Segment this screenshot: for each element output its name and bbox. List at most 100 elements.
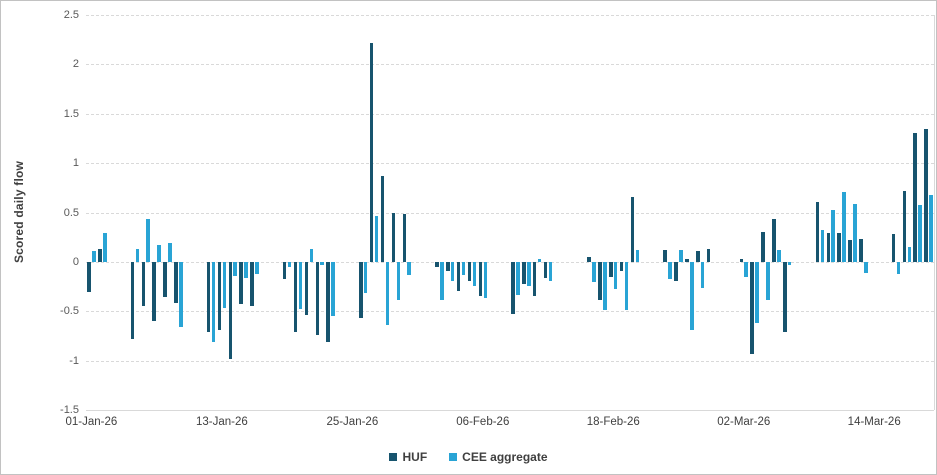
- bar-cee-01-Jan-26: [92, 251, 96, 262]
- bar-huf-03-Feb-26: [446, 261, 450, 271]
- bar-huf-12-Mar-26: [848, 240, 852, 262]
- bar-cee-09-Mar-26: [820, 230, 825, 262]
- bar-cee-02-Jan-26: [103, 233, 107, 262]
- bar-huf-22-Jan-26: [315, 261, 320, 335]
- bar-huf-16-Feb-26: [587, 256, 591, 262]
- x-tick-label: 13-Jan-26: [195, 416, 248, 428]
- bar-huf-19-Jan-26: [282, 261, 287, 279]
- bar-cee-13-Mar-26: [864, 261, 868, 273]
- bar-huf-18-Feb-26: [609, 261, 613, 277]
- bar-cee-07-Jan-26: [157, 245, 161, 262]
- y-tick-label: 1: [72, 157, 79, 170]
- bar-cee-06-Jan-26: [146, 219, 150, 262]
- bar-cee-17-Mar-26: [907, 247, 912, 262]
- bar-cee-25-Feb-26: [690, 261, 694, 330]
- bar-huf-03-Mar-26: [750, 261, 754, 354]
- bar-huf-09-Feb-26: [511, 261, 515, 315]
- gridline: [86, 163, 934, 165]
- bar-cee-14-Jan-26: [233, 261, 237, 276]
- bar-cee-17-Feb-26: [603, 261, 607, 311]
- bar-cee-16-Mar-26: [896, 261, 901, 274]
- bar-huf-24-Feb-26: [674, 261, 678, 281]
- bar-cee-04-Feb-26: [461, 261, 466, 275]
- bar-huf-09-Jan-26: [174, 261, 178, 304]
- gridline: [86, 360, 934, 362]
- bar-cee-19-Mar-26: [929, 194, 933, 262]
- bar-huf-17-Feb-26: [598, 261, 602, 301]
- bar-cee-20-Feb-26: [635, 250, 640, 262]
- bar-huf-10-Feb-26: [522, 261, 526, 284]
- bar-cee-24-Feb-26: [679, 250, 683, 262]
- legend-item-cee: CEE aggregate: [449, 450, 548, 464]
- bar-cee-26-Feb-26: [700, 261, 705, 288]
- bar-cee-18-Feb-26: [613, 261, 618, 289]
- y-tick-label: 1.5: [63, 107, 79, 120]
- x-tick-label: 14-Mar-26: [847, 416, 901, 428]
- bar-huf-02-Mar-26: [739, 258, 744, 262]
- bar-huf-26-Feb-26: [696, 251, 700, 262]
- bar-cee-19-Jan-26: [287, 261, 292, 267]
- bar-cee-15-Jan-26: [244, 261, 248, 278]
- x-tick-label: 01-Jan-26: [65, 416, 118, 428]
- bar-huf-14-Jan-26: [228, 261, 233, 359]
- bar-cee-10-Mar-26: [831, 209, 835, 262]
- bar-huf-10-Mar-26: [826, 233, 831, 262]
- bar-cee-19-Feb-26: [624, 261, 629, 311]
- bar-cee-27-Jan-26: [374, 216, 379, 262]
- bar-huf-02-Jan-26: [98, 249, 102, 262]
- bar-cee-03-Mar-26: [755, 261, 759, 324]
- legend-label-cee: CEE aggregate: [462, 450, 548, 464]
- y-tick-label: 2: [72, 58, 79, 71]
- gridline: [86, 64, 934, 66]
- bar-cee-06-Mar-26: [787, 261, 792, 265]
- bar-huf-06-Jan-26: [141, 261, 146, 307]
- y-tick-label: 0: [72, 255, 79, 268]
- bar-huf-20-Feb-26: [630, 196, 635, 262]
- bar-huf-06-Feb-26: [478, 261, 483, 297]
- gridline: [86, 410, 934, 411]
- bar-huf-05-Jan-26: [130, 261, 135, 339]
- huf-swatch-icon: [389, 453, 398, 461]
- bar-cee-30-Jan-26: [407, 261, 411, 275]
- bar-huf-04-Feb-26: [456, 261, 461, 291]
- bar-huf-13-Jan-26: [217, 261, 222, 330]
- bar-huf-07-Jan-26: [152, 261, 156, 322]
- bar-huf-19-Mar-26: [924, 128, 928, 262]
- legend-label-huf: HUF: [402, 450, 428, 464]
- cee-swatch-icon: [449, 453, 458, 461]
- plot-right-border: [934, 15, 935, 410]
- x-tick-label: 18-Feb-26: [586, 416, 640, 428]
- bar-huf-23-Feb-26: [663, 250, 667, 262]
- bar-huf-18-Mar-26: [913, 132, 917, 262]
- y-tick-label: -1.5: [60, 404, 79, 416]
- bar-cee-03-Feb-26: [450, 261, 455, 281]
- bar-huf-12-Jan-26: [206, 261, 211, 332]
- bar-huf-27-Jan-26: [369, 42, 374, 262]
- legend: HUF CEE aggregate: [1, 450, 936, 464]
- gridline: [86, 311, 934, 313]
- bar-cee-12-Feb-26: [548, 261, 553, 281]
- gridline: [86, 212, 934, 214]
- bar-huf-01-Jan-26: [87, 261, 91, 293]
- bar-huf-26-Jan-26: [359, 261, 363, 319]
- legend-item-huf: HUF: [389, 450, 427, 464]
- x-tick-label: 02-Mar-26: [717, 416, 771, 428]
- bar-huf-16-Jan-26: [250, 261, 254, 307]
- bar-huf-28-Jan-26: [380, 175, 385, 262]
- bar-huf-12-Feb-26: [543, 261, 548, 278]
- bar-cee-11-Feb-26: [537, 258, 542, 262]
- bar-cee-05-Jan-26: [135, 249, 140, 262]
- bar-cee-26-Jan-26: [363, 261, 368, 294]
- bar-huf-06-Mar-26: [783, 261, 787, 332]
- bar-cee-12-Mar-26: [853, 203, 857, 262]
- bar-cee-16-Feb-26: [592, 261, 596, 282]
- bar-cee-28-Jan-26: [385, 261, 390, 326]
- bar-huf-05-Mar-26: [772, 219, 776, 262]
- gridline: [86, 15, 934, 16]
- bar-cee-13-Jan-26: [222, 261, 227, 309]
- bar-huf-27-Feb-26: [706, 249, 711, 262]
- bar-huf-29-Jan-26: [391, 212, 396, 262]
- bar-cee-05-Feb-26: [472, 261, 477, 286]
- bar-cee-16-Jan-26: [255, 261, 259, 274]
